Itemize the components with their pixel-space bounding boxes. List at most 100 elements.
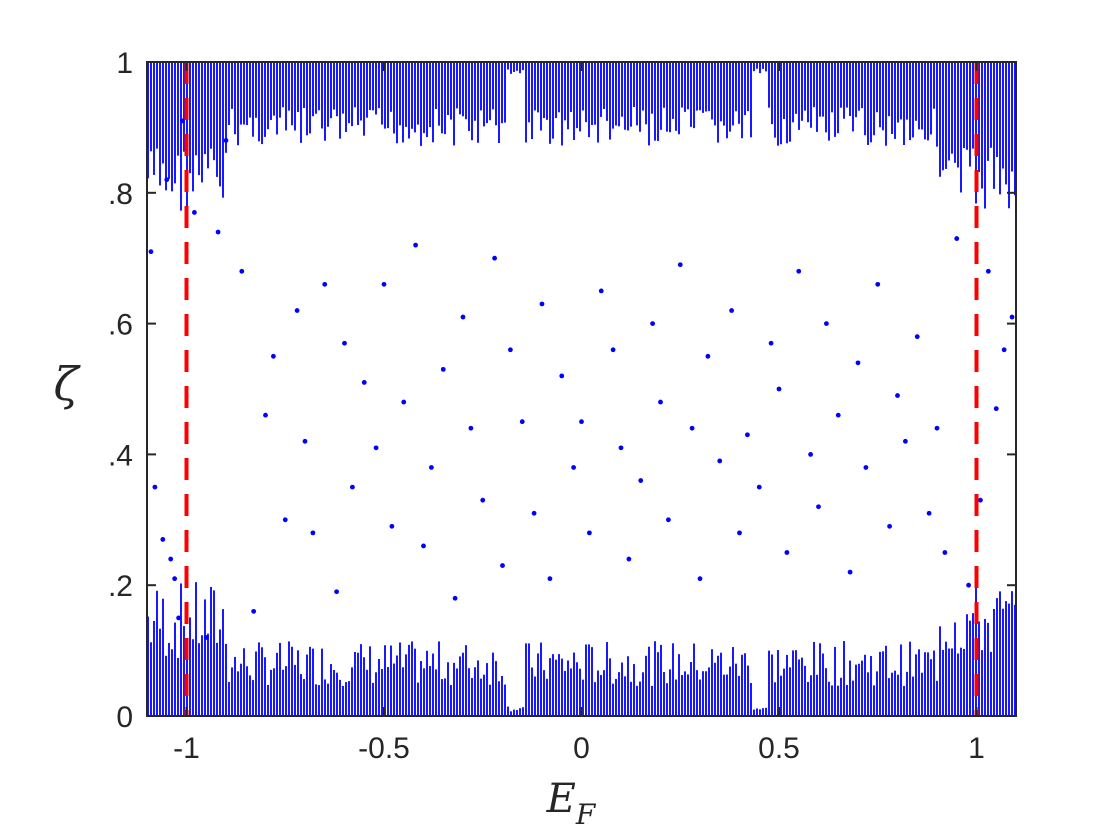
dense-band-bottom [942,649,944,716]
data-point [768,340,774,346]
data-point [373,445,379,451]
dense-band-bottom [285,666,287,716]
dense-band-top [669,62,671,133]
data-point [429,465,434,470]
data-point [164,177,170,183]
dense-band-top [498,62,500,144]
dense-band-bottom [282,669,284,716]
dense-band-top [987,62,989,161]
dense-band-bottom [990,651,992,716]
dense-band-bottom [195,582,197,716]
data-point [215,229,221,235]
data-point [610,347,616,353]
dense-band-top [552,62,554,139]
dense-band-bottom [897,674,899,716]
reference-lines [184,62,979,716]
dense-band-top [447,62,449,116]
y-tick-label: 0 [116,701,133,734]
dense-band-top [903,62,905,145]
dense-band-bottom [483,674,485,716]
dense-band-bottom [804,665,806,716]
dense-band-top [474,62,476,121]
dense-band-top [393,62,395,134]
dense-band-bottom [996,598,998,716]
dense-band-bottom [570,668,572,716]
dense-band-bottom [981,650,983,716]
dense-band-top [495,62,497,126]
data-point [1009,314,1015,320]
data-point [271,353,276,359]
dense-band-top [720,62,722,122]
dense-band-bottom [762,708,764,716]
dense-band-bottom [243,648,245,716]
dense-band-top [867,62,869,145]
dense-band-bottom [834,646,836,716]
dense-band-bottom [624,676,626,716]
dense-band-top [990,62,992,148]
dense-band-bottom [240,663,242,716]
plot-axes [146,61,1017,717]
data-point [914,334,920,340]
dense-band-bottom [300,674,302,716]
data-point [598,288,604,294]
dense-band-bottom [843,641,845,716]
dense-band-top [555,62,557,119]
data-point [887,523,892,529]
data-point [192,210,197,215]
dense-band-bottom [399,642,401,716]
dense-band-bottom [819,643,821,716]
dense-band-bottom [675,679,677,716]
dense-band-bottom [495,661,497,716]
data-point [705,353,711,359]
dense-band-bottom [636,685,638,716]
dense-band-bottom [702,671,704,716]
dense-band-bottom [306,654,308,716]
dense-band-top [975,62,977,204]
dense-band-top [687,62,689,110]
data-point [954,236,960,241]
dense-band-bottom [312,648,314,716]
data-point [500,563,505,568]
dense-band-top [339,62,341,139]
dense-band-bottom [342,685,344,716]
dense-band-bottom [315,684,317,716]
data-point [942,550,948,555]
dense-band-bottom [378,658,380,716]
dense-band-top [204,62,206,155]
dense-band-top [516,62,518,71]
dense-band-top [930,62,932,135]
dense-band-bottom [168,642,170,716]
data-point [729,308,734,313]
dense-band-top [936,62,938,147]
dense-band-bottom [756,708,758,716]
data-point [650,321,655,326]
dense-band-top [630,62,632,127]
dense-band-top [525,62,527,143]
dense-band-top [345,62,347,132]
dense-band-bottom [294,664,296,716]
dense-band-top [591,62,593,125]
dense-band-bottom [189,617,191,716]
dense-band-bottom [765,707,767,716]
dense-band-bottom [444,678,446,716]
dense-band-top [276,62,278,135]
dense-band-bottom [591,647,593,716]
dense-band-top [303,62,305,108]
dense-band-top [297,62,299,113]
dense-band-top [732,62,734,126]
dense-band-top [561,62,563,146]
dense-band-top [300,62,302,143]
dense-band-top [597,62,599,143]
dense-band-top [846,62,848,108]
dense-band-bottom [384,645,386,716]
dense-band-bottom [957,653,959,716]
dense-band-bottom [660,644,662,716]
dense-band-bottom [405,654,407,716]
dense-band-top [639,62,641,132]
dense-band-top [789,62,791,142]
dense-band-bottom [213,590,215,716]
dense-band-bottom [252,680,254,716]
dense-band-top [855,62,857,118]
dense-band-top [282,62,284,108]
data-point [658,399,663,405]
